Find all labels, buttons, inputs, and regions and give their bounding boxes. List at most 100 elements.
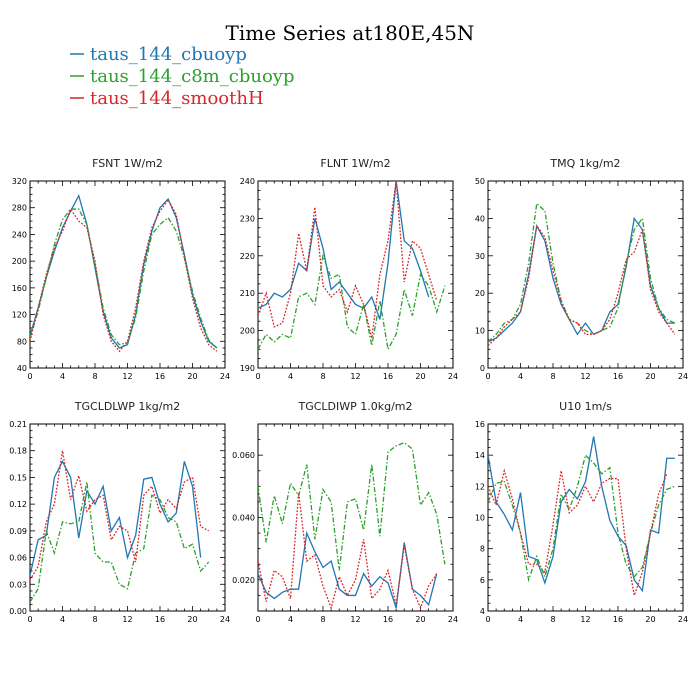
panel-5-xtick-label: 12 (350, 615, 360, 624)
legend-entry-2: taus_144_c8m_cbuoyp (70, 66, 294, 87)
panel-1-ytick-label: 160 (12, 284, 27, 293)
panel-1-ytick-label: 320 (12, 177, 27, 186)
legend-label-1: taus_144_cbuoyp (90, 44, 247, 65)
panel-4-ytick-label: 0.18 (9, 447, 27, 456)
panel-6-ytick-label: 14 (475, 451, 485, 460)
panel-5-series-3 (258, 492, 438, 611)
legend-label-2: taus_144_c8m_cbuoyp (90, 66, 294, 87)
panel-3-title: TMQ 1kg/m2 (549, 157, 620, 170)
panel-4-ytick-label: 0.21 (9, 420, 27, 429)
panel-3-ytick-label: 40 (475, 214, 485, 223)
panel-6-series-2 (488, 453, 676, 583)
panel-2-xtick-label: 4 (288, 372, 293, 381)
panel-3-xtick-label: 20 (645, 372, 655, 381)
panel-3-ytick-label: 30 (475, 252, 485, 261)
panel-4-xtick-label: 12 (122, 615, 132, 624)
panel-1-ytick-label: 80 (17, 337, 27, 346)
panel-1-ytick-label: 120 (12, 311, 27, 320)
panel-2-ytick-label: 200 (240, 327, 255, 336)
panel-3-series-3 (488, 224, 676, 347)
panel-1-series-2 (30, 208, 218, 349)
panel-5-ytick-label: 0.040 (232, 514, 255, 523)
panel-6-series-3 (488, 468, 668, 599)
legend: taus_144_cbuoyp taus_144_c8m_cbuoyp taus… (70, 44, 294, 109)
panel-2-frame (257, 180, 454, 369)
panel-5: TGCLDIWP 1.0kg/m2 0 4 8 12 16 20 24 0.020 0.040 0.… (232, 400, 458, 624)
panel-6-xtick-label: 16 (613, 615, 623, 624)
panel-3-xtick-label: 8 (550, 372, 555, 381)
panel-1-xtick-label: 4 (60, 372, 65, 381)
panel-1-xtick-label: 16 (155, 372, 165, 381)
panel-6-ytick-label: 4 (480, 607, 485, 616)
panel-6-ytick-label: 10 (475, 514, 485, 523)
panel-5-xtick-label: 0 (255, 615, 260, 624)
panel-5-frame (257, 423, 454, 612)
panel-2-ytick-label: 190 (240, 364, 255, 373)
panel-4-xtick-label: 24 (220, 615, 230, 624)
panel-3-series-1 (488, 216, 675, 343)
panel-1-xtick-label: 24 (220, 372, 230, 381)
panel-4: TGCLDLWP 1kg/m2 0 4 8 12 16 20 24 0.00 0.03 0.06 0.… (9, 400, 230, 624)
panel-2-ytick-label: 220 (240, 252, 255, 261)
panel-4-ytick-label: 0.03 (9, 580, 27, 589)
panel-3-ytick-label: 0 (480, 364, 485, 373)
panel-6-ytick-label: 6 (480, 576, 485, 585)
figure-title: Time Series at180E,45N (226, 21, 475, 45)
panel-3-xtick-label: 16 (613, 372, 623, 381)
panel-5-title: TGCLDIWP 1.0kg/m2 (297, 400, 412, 413)
panel-1-ytick-label: 240 (12, 230, 27, 239)
panel-6-xtick-label: 12 (580, 615, 590, 624)
panel-4-ytick-label: 0.00 (9, 607, 27, 616)
panel-grid: FSNT 1W/m20 4 8 12 16 20 244080120160200240280… (9, 157, 688, 624)
panel-6-xtick-label: 20 (645, 615, 655, 624)
panel-5-series-2 (258, 441, 446, 571)
panel-3-xtick-label: 4 (518, 372, 523, 381)
panel-4-xtick-label: 20 (187, 615, 197, 624)
panel-2: FLNT 1W/m2 0 4 8 12 16 20 24 190 200 210 220 230 240 (240, 157, 458, 381)
panel-4-xtick-label: 16 (155, 615, 165, 624)
panel-1-xtick-label: 0 (27, 372, 32, 381)
panel-3-xtick-label: 24 (678, 372, 688, 381)
panel-5-xtick-label: 8 (320, 615, 325, 624)
panel-4-xtick-label: 0 (27, 615, 32, 624)
panel-1-series-3 (30, 198, 218, 353)
panel-4-title: TGCLDLWP 1kg/m2 (74, 400, 180, 413)
panel-3-ytick-label: 50 (475, 177, 485, 186)
panel-4-series-3 (30, 450, 210, 581)
panel-2-ytick-label: 240 (240, 177, 255, 186)
panel-6-title: U10 1m/s (559, 400, 612, 413)
panel-1-title: FSNT 1W/m2 (92, 157, 163, 170)
panel-3-ytick-label: 10 (475, 327, 485, 336)
panel-4-xtick-label: 4 (60, 615, 65, 624)
panel-6-series-1 (488, 436, 675, 593)
panel-2-xtick-label: 16 (383, 372, 393, 381)
panel-1: FSNT 1W/m2 0 4 8 12 16 20 24 40 80 120 160 200 240 280… (12, 157, 230, 381)
panel-3: TMQ 1kg/m2 0 4 8 12 16 20 24 0 10 20 30 40 50 (475, 157, 688, 381)
panel-3-frame (487, 180, 684, 369)
panel-2-xtick-label: 0 (255, 372, 260, 381)
panel-5-xtick-label: 4 (288, 615, 293, 624)
panel-3-xtick-label: 12 (580, 372, 590, 381)
panel-1-ytick-label: 40 (17, 364, 27, 373)
panel-4-xtick-label: 8 (92, 615, 97, 624)
panel-5-ytick-label: 0.020 (232, 576, 255, 585)
panel-2-series-3 (258, 181, 438, 339)
panel-2-ytick-label: 210 (240, 289, 255, 298)
panel-4-ytick-label: 0.12 (9, 500, 27, 509)
panel-6-ytick-label: 8 (480, 545, 485, 554)
panel-4-ytick-label: 0.06 (9, 554, 27, 563)
panel-2-series-1 (258, 181, 430, 320)
panel-5-ytick-label: 0.060 (232, 451, 255, 460)
panel-4-series-1 (30, 459, 202, 576)
panel-6-ytick-label: 16 (475, 420, 485, 429)
panel-3-ytick-label: 20 (475, 289, 485, 298)
panel-6-xtick-label: 24 (678, 615, 688, 624)
panel-2-xtick-label: 20 (415, 372, 425, 381)
panel-2-series-2 (258, 253, 446, 352)
panel-4-ytick-label: 0.15 (9, 473, 27, 482)
panel-1-xtick-label: 12 (122, 372, 132, 381)
legend-entry-3: taus_144_smoothH (70, 88, 264, 109)
panel-3-series-2 (488, 202, 676, 343)
